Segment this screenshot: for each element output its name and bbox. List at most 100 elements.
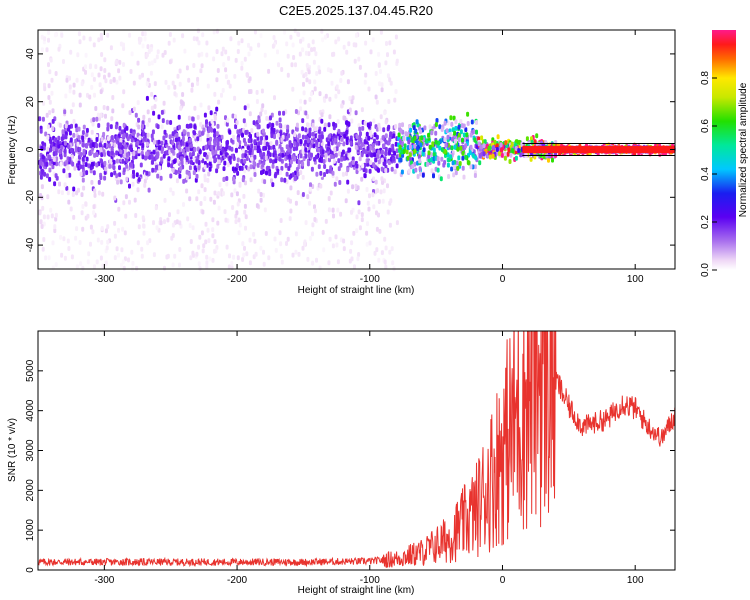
spectrogram-cell	[272, 144, 276, 150]
spectrogram-cell	[470, 119, 474, 125]
spectrogram-cell	[388, 150, 392, 156]
spectrogram-cell	[397, 132, 401, 138]
spectrogram-cell	[290, 62, 294, 68]
spectrogram-cell	[392, 49, 396, 55]
spectrogram-cell	[348, 154, 352, 160]
spectrogram-cell	[318, 157, 322, 163]
spectrogram-cell	[137, 117, 141, 123]
spectrogram-cell	[360, 217, 364, 223]
spectrogram-cell	[308, 236, 312, 241]
spectrogram-cell	[216, 145, 220, 151]
spectrogram-cell	[380, 82, 384, 88]
spectrogram-cell	[68, 130, 72, 136]
spectrogram-cell	[113, 195, 117, 201]
spectrogram-cell	[185, 146, 189, 152]
spectrogram-cell	[66, 165, 70, 171]
spectrogram-x-tick-label: -300	[94, 274, 114, 285]
spectrogram-cell	[76, 52, 80, 58]
spectrogram-cell	[145, 52, 149, 58]
spectrogram-cell	[55, 175, 59, 181]
spectrogram-cell	[436, 156, 440, 162]
snr-plot-area	[38, 331, 675, 568]
spectrogram-cell	[356, 185, 360, 191]
spectrogram-cell	[413, 135, 417, 141]
spectrogram-cell	[253, 168, 257, 174]
spectrogram-cell	[93, 264, 96, 270]
spectrogram-cell	[199, 201, 203, 206]
spectrogram-cell	[236, 49, 240, 54]
spectrogram-cell	[194, 177, 198, 183]
spectrogram-cell	[203, 177, 207, 183]
spectrogram-cell	[205, 40, 209, 46]
spectrogram-cell	[145, 170, 149, 176]
spectrogram-cell	[272, 35, 276, 40]
spectrogram-cell	[334, 93, 338, 99]
spectrogram-cell	[136, 187, 140, 193]
spectrogram-cell	[148, 154, 152, 160]
spectrogram-cell	[224, 115, 227, 121]
spectrogram-cell	[243, 56, 247, 62]
spectrogram-cell	[293, 156, 297, 162]
spectrogram-cell	[72, 118, 76, 124]
spectrogram-cell	[186, 216, 190, 222]
spectrogram-cell	[280, 137, 284, 143]
spectrogram-cell	[77, 160, 81, 166]
spectrogram-cell	[377, 159, 381, 165]
spectrogram-cell	[514, 155, 518, 161]
spectrogram-cell	[169, 187, 173, 193]
spectrogram-cell	[109, 158, 113, 164]
spectrogram-cell	[384, 139, 388, 145]
spectrogram-cell	[92, 204, 96, 210]
spectrogram-cell	[454, 138, 457, 144]
spectrogram-cell	[187, 172, 191, 178]
spectrogram-cell	[227, 264, 231, 270]
spectrogram-cell	[372, 204, 376, 210]
spectrogram-cell	[348, 107, 352, 113]
spectrogram-cell	[162, 135, 166, 141]
spectrogram-cell	[82, 124, 86, 130]
spectrogram-cell	[421, 151, 425, 157]
spectrogram-cell	[79, 261, 83, 267]
spectrogram-cell	[89, 63, 92, 69]
spectrogram-cell	[204, 144, 208, 150]
spectrogram-cell	[426, 161, 430, 167]
spectrogram-cell	[235, 163, 239, 169]
spectrogram-cell	[271, 182, 275, 188]
spectrogram-cell	[99, 142, 102, 148]
spectrogram-cell	[399, 128, 403, 134]
spectrogram-cell	[185, 188, 189, 194]
spectrogram-cell	[337, 158, 341, 164]
spectrogram-cell	[196, 81, 200, 86]
spectrogram-cell	[185, 175, 189, 181]
spectrogram-cell	[182, 178, 186, 184]
spectrogram-cell	[109, 124, 113, 130]
spectrogram-cell	[358, 64, 362, 70]
spectrogram-cell	[228, 129, 232, 135]
spectrogram-cell	[253, 139, 257, 145]
spectrogram-cell	[384, 133, 388, 139]
spectrogram-cell	[136, 60, 140, 66]
spectrogram-cell	[301, 145, 305, 151]
spectrogram-cell	[81, 142, 85, 148]
spectrogram-cell	[413, 148, 417, 154]
colorbar-tick-label: 0.6	[700, 119, 711, 133]
spectrogram-cell	[215, 131, 219, 137]
spectrogram-cell	[294, 109, 298, 114]
spectrogram-cell	[100, 162, 104, 168]
spectrogram-cell	[377, 149, 381, 155]
spectrogram-cell	[274, 247, 278, 253]
spectrogram-cell	[141, 31, 145, 37]
spectrogram-cell	[440, 156, 444, 162]
spectrogram-cell	[437, 140, 441, 146]
spectrogram-cell	[257, 188, 261, 194]
spectrogram-cell	[179, 105, 183, 111]
spectrogram-cell	[180, 100, 184, 106]
spectrogram-cell	[469, 164, 473, 170]
spectrogram-cell	[231, 113, 235, 119]
spectrogram-cell	[350, 118, 354, 124]
spectrogram-cell	[243, 209, 247, 215]
spectrogram-cell	[304, 139, 308, 145]
spectrogram-cell	[236, 170, 240, 176]
spectrogram-cell	[195, 196, 199, 202]
spectrogram-cell	[384, 146, 388, 152]
